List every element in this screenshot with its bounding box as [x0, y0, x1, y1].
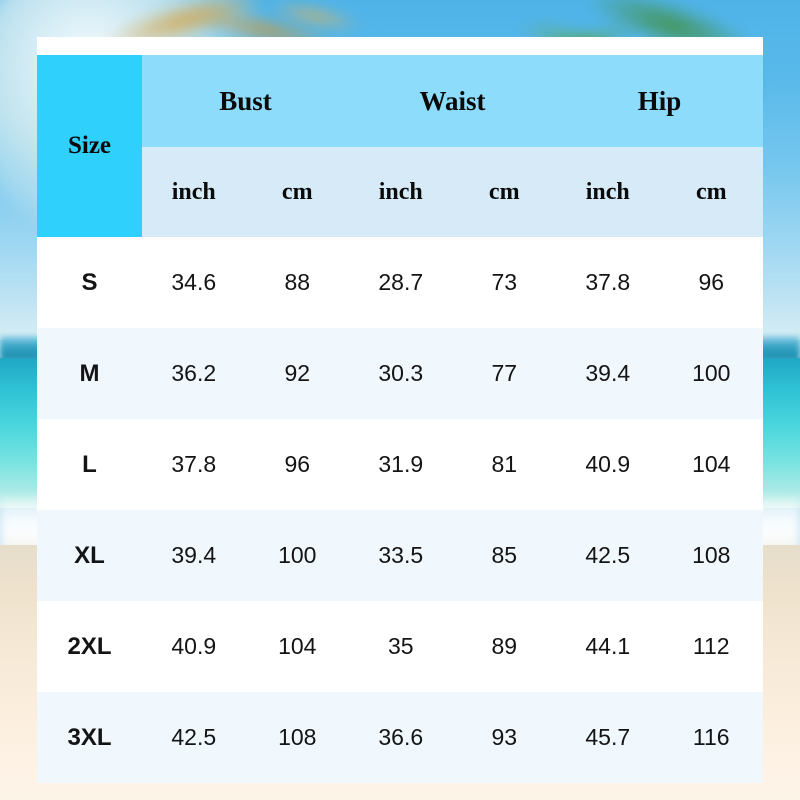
cell-waist-inch: 30.3	[349, 328, 453, 419]
cell-waist-inch: 36.6	[349, 692, 453, 783]
size-chart-card: Size Bust Waist Hip inch cm inch cm inch…	[37, 37, 764, 783]
cell-hip-inch: 39.4	[556, 328, 660, 419]
size-chart-table: Size Bust Waist Hip inch cm inch cm inch…	[37, 55, 764, 783]
cell-waist-cm: 77	[452, 328, 557, 419]
cell-waist-cm: 85	[452, 510, 557, 601]
cell-hip-cm: 104	[659, 419, 764, 510]
cell-size: S	[37, 237, 142, 328]
cell-hip-inch: 44.1	[556, 601, 660, 692]
cell-bust-cm: 108	[245, 692, 349, 783]
cell-waist-inch: 33.5	[349, 510, 453, 601]
cell-hip-cm: 116	[659, 692, 764, 783]
cell-bust-inch: 39.4	[142, 510, 246, 601]
cell-bust-inch: 34.6	[142, 237, 246, 328]
cell-bust-cm: 96	[245, 419, 349, 510]
header-unit-waist-cm: cm	[452, 147, 557, 237]
cell-hip-cm: 100	[659, 328, 764, 419]
cell-hip-inch: 42.5	[556, 510, 660, 601]
cell-size: 3XL	[37, 692, 142, 783]
cell-size: M	[37, 328, 142, 419]
cell-waist-inch: 35	[349, 601, 453, 692]
table-header: Size Bust Waist Hip inch cm inch cm inch…	[37, 55, 764, 237]
table-row: L 37.8 96 31.9 81 40.9 104	[37, 419, 764, 510]
cell-waist-cm: 93	[452, 692, 557, 783]
cell-hip-cm: 108	[659, 510, 764, 601]
cell-hip-inch: 40.9	[556, 419, 660, 510]
header-unit-waist-inch: inch	[349, 147, 453, 237]
header-unit-bust-cm: cm	[245, 147, 349, 237]
cell-hip-cm: 96	[659, 237, 764, 328]
cell-hip-cm: 112	[659, 601, 764, 692]
cell-hip-inch: 37.8	[556, 237, 660, 328]
cell-bust-inch: 42.5	[142, 692, 246, 783]
table-row: 3XL 42.5 108 36.6 93 45.7 116	[37, 692, 764, 783]
header-group-bust: Bust	[142, 55, 349, 147]
table-row: S 34.6 88 28.7 73 37.8 96	[37, 237, 764, 328]
header-group-waist: Waist	[349, 55, 557, 147]
cell-size: L	[37, 419, 142, 510]
cell-bust-cm: 100	[245, 510, 349, 601]
table-body: S 34.6 88 28.7 73 37.8 96 M 36.2 92 30.3…	[37, 237, 764, 783]
table-row: XL 39.4 100 33.5 85 42.5 108	[37, 510, 764, 601]
cell-bust-cm: 88	[245, 237, 349, 328]
cell-bust-inch: 37.8	[142, 419, 246, 510]
table-row: 2XL 40.9 104 35 89 44.1 112	[37, 601, 764, 692]
cell-size: 2XL	[37, 601, 142, 692]
unit-header-row: inch cm inch cm inch cm	[37, 147, 764, 237]
header-unit-hip-inch: inch	[556, 147, 660, 237]
cell-waist-inch: 31.9	[349, 419, 453, 510]
header-unit-hip-cm: cm	[659, 147, 764, 237]
group-header-row: Size Bust Waist Hip	[37, 55, 764, 237]
cell-bust-cm: 92	[245, 328, 349, 419]
cell-waist-cm: 81	[452, 419, 557, 510]
table-row: M 36.2 92 30.3 77 39.4 100	[37, 328, 764, 419]
header-group-hip: Hip	[556, 55, 764, 147]
header-unit-bust-inch: inch	[142, 147, 246, 237]
cell-waist-cm: 89	[452, 601, 557, 692]
cell-bust-cm: 104	[245, 601, 349, 692]
cell-waist-inch: 28.7	[349, 237, 453, 328]
cell-size: XL	[37, 510, 142, 601]
header-size: Size	[37, 55, 142, 237]
cell-hip-inch: 45.7	[556, 692, 660, 783]
cell-bust-inch: 36.2	[142, 328, 246, 419]
cell-waist-cm: 73	[452, 237, 557, 328]
cell-bust-inch: 40.9	[142, 601, 246, 692]
